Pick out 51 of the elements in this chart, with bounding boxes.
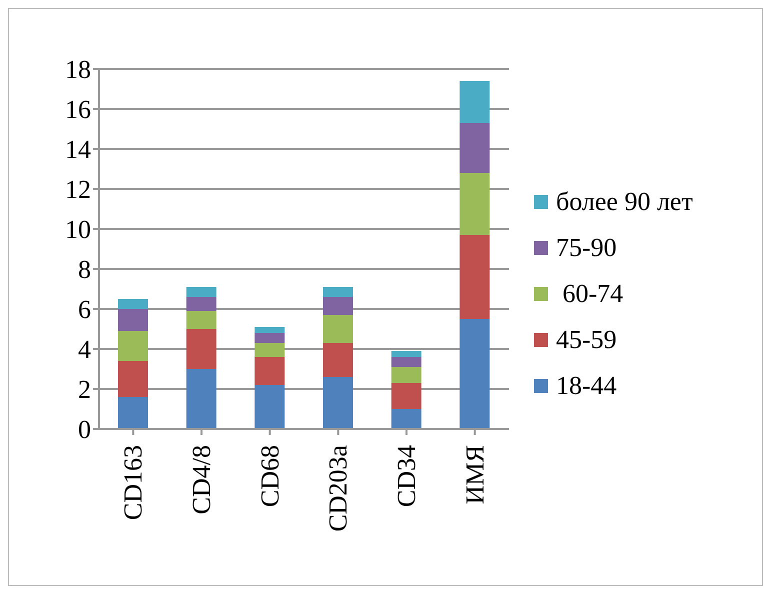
bar xyxy=(254,385,285,429)
bar xyxy=(118,299,148,309)
bar xyxy=(118,397,148,429)
bar xyxy=(323,287,353,297)
bar xyxy=(391,367,422,383)
y-tick-label: 6 xyxy=(78,295,91,324)
bar xyxy=(118,361,148,397)
legend-label: 60-74 xyxy=(562,279,624,309)
y-tick-label: 16 xyxy=(65,95,91,124)
bar xyxy=(460,235,490,319)
y-tick-label: 18 xyxy=(65,55,91,84)
bar xyxy=(118,331,148,361)
bar xyxy=(323,343,353,377)
bar xyxy=(460,123,490,173)
legend-label: более 90 лет xyxy=(556,187,693,217)
bar xyxy=(391,351,422,357)
bar xyxy=(118,309,148,331)
x-tick-label: CD4/8 xyxy=(187,445,216,514)
x-tick-label: CD163 xyxy=(118,445,148,520)
y-tick-label: 4 xyxy=(78,335,91,364)
y-tick-label: 12 xyxy=(65,175,91,204)
bar xyxy=(323,377,353,429)
bar xyxy=(460,319,490,429)
bar xyxy=(391,383,422,409)
bar xyxy=(186,369,216,429)
bar xyxy=(254,327,285,333)
bar xyxy=(391,357,422,367)
y-tick-label: 14 xyxy=(65,135,91,164)
bar xyxy=(254,357,285,385)
y-tick-label: 8 xyxy=(78,255,91,284)
bar xyxy=(254,333,285,343)
legend-label: 18-44 xyxy=(556,371,617,401)
bar xyxy=(186,311,216,329)
bar xyxy=(186,329,216,369)
x-tick-label: ИМЯ xyxy=(460,445,490,504)
y-tick-label: 10 xyxy=(65,215,91,244)
x-tick-label: CD68 xyxy=(255,445,284,508)
bar xyxy=(460,81,490,123)
bar xyxy=(323,315,353,343)
bar xyxy=(186,297,216,311)
bar xyxy=(391,409,422,429)
x-tick-label: CD34 xyxy=(392,445,421,508)
y-tick-label: 2 xyxy=(78,375,91,404)
bar xyxy=(460,173,490,235)
legend-label: 75-90 xyxy=(556,233,617,263)
bar xyxy=(323,297,353,315)
bar xyxy=(254,343,285,357)
y-tick-label: 0 xyxy=(78,415,91,444)
x-tick-label: CD203a xyxy=(324,444,353,532)
bar xyxy=(186,287,216,297)
legend-label: 45-59 xyxy=(556,325,617,355)
